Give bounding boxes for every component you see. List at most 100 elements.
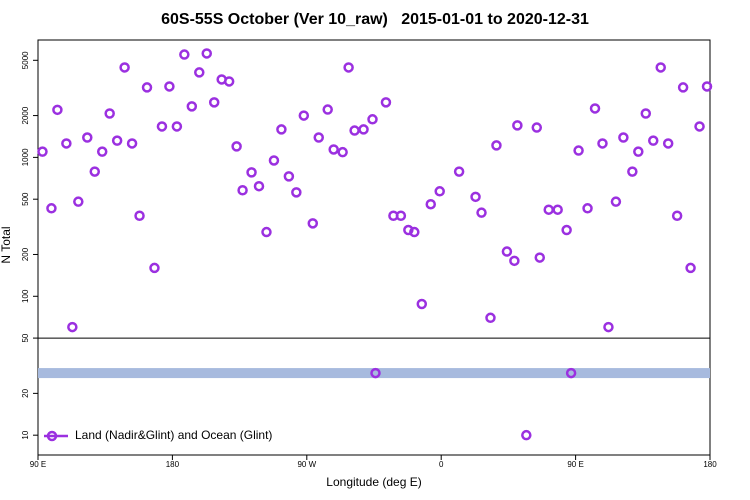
point xyxy=(298,110,310,121)
point xyxy=(453,166,465,177)
point xyxy=(156,121,168,132)
point xyxy=(677,82,689,93)
y-tick-label: 10 xyxy=(21,430,30,439)
point xyxy=(671,210,683,222)
point xyxy=(662,138,674,149)
point xyxy=(104,108,115,119)
point xyxy=(543,204,554,215)
point xyxy=(476,207,487,218)
point xyxy=(119,62,130,73)
point xyxy=(491,140,502,151)
point xyxy=(425,198,436,210)
point xyxy=(640,108,652,119)
point xyxy=(618,132,629,143)
point xyxy=(534,252,546,263)
point xyxy=(403,224,414,236)
point xyxy=(126,138,138,149)
point xyxy=(268,155,280,166)
point xyxy=(701,81,713,92)
x-tick-label: 0 xyxy=(439,460,444,469)
point xyxy=(610,196,622,207)
point xyxy=(380,97,392,108)
point xyxy=(171,121,183,132)
point xyxy=(416,298,428,310)
point xyxy=(694,121,705,132)
point xyxy=(223,76,235,87)
point xyxy=(343,62,354,73)
band xyxy=(38,368,710,379)
x-tick-label: 90 W xyxy=(297,460,316,469)
point xyxy=(246,167,257,178)
point xyxy=(552,204,563,215)
y-tick-label: 50 xyxy=(21,333,30,342)
point xyxy=(582,203,593,214)
plot-frame xyxy=(37,39,711,456)
x-tick-label: 90 E xyxy=(567,460,583,469)
point xyxy=(237,184,248,196)
x-tick-label: 90 E xyxy=(30,460,46,469)
point xyxy=(313,132,324,143)
point xyxy=(648,135,659,146)
y-tick-label: 200 xyxy=(21,247,30,261)
point xyxy=(164,81,175,92)
point xyxy=(565,367,577,379)
point xyxy=(96,146,108,157)
y-axis-label: N Total xyxy=(0,226,13,263)
point xyxy=(276,124,287,135)
point xyxy=(291,187,302,198)
point xyxy=(627,166,638,177)
point xyxy=(573,145,584,156)
point xyxy=(337,146,348,158)
chart-title: 60S-55S October (Ver 10_raw) 2015-01-01 … xyxy=(161,11,589,28)
point xyxy=(82,132,93,143)
point xyxy=(409,226,420,238)
point xyxy=(367,114,378,125)
legend-label: Land (Nadir&Glint) and Ocean (Glint) xyxy=(75,428,272,442)
point xyxy=(67,321,78,333)
point xyxy=(73,196,84,207)
legend-marker xyxy=(46,430,58,442)
point xyxy=(179,49,190,60)
point xyxy=(194,67,205,78)
point xyxy=(597,138,608,149)
x-tick-label: 180 xyxy=(166,460,180,469)
point xyxy=(370,367,381,379)
point xyxy=(470,191,481,203)
point xyxy=(322,104,333,115)
point xyxy=(111,135,123,146)
point xyxy=(46,203,57,214)
point xyxy=(37,146,48,157)
point xyxy=(521,429,532,441)
point xyxy=(509,255,520,267)
y-tick-label: 500 xyxy=(21,192,30,206)
point xyxy=(328,144,339,155)
y-tick-label: 5000 xyxy=(21,51,30,69)
point xyxy=(89,166,100,177)
point xyxy=(358,124,369,135)
point xyxy=(141,82,153,93)
point xyxy=(349,125,360,136)
y-tick-label: 2000 xyxy=(21,106,30,124)
x-tick-label: 180 xyxy=(703,460,717,469)
point xyxy=(231,141,242,152)
point xyxy=(434,186,445,197)
point xyxy=(685,262,696,274)
point xyxy=(52,104,63,116)
point xyxy=(589,103,601,114)
point xyxy=(134,210,145,222)
point xyxy=(633,146,644,157)
y-tick-label: 1000 xyxy=(21,148,30,166)
point xyxy=(61,138,72,149)
point xyxy=(395,210,407,222)
x-axis-label: Longitude (deg E) xyxy=(326,475,421,489)
point xyxy=(531,122,543,133)
point xyxy=(186,101,198,112)
point xyxy=(603,321,614,333)
point xyxy=(307,218,319,229)
point xyxy=(485,312,496,324)
y-tick-label: 100 xyxy=(21,289,30,303)
point xyxy=(655,62,666,73)
point xyxy=(149,262,160,274)
point xyxy=(512,120,523,131)
